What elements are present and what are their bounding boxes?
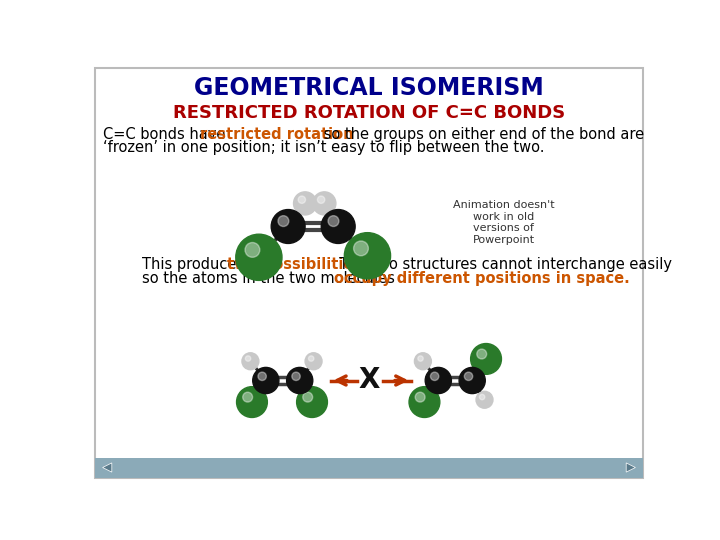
Circle shape (292, 372, 300, 381)
Polygon shape (102, 463, 112, 472)
Circle shape (464, 372, 473, 381)
Circle shape (409, 387, 440, 417)
Circle shape (415, 392, 425, 402)
Text: so the atoms in the two molecules: so the atoms in the two molecules (142, 271, 400, 286)
Circle shape (328, 215, 339, 226)
Circle shape (476, 392, 493, 408)
Circle shape (415, 353, 431, 370)
FancyBboxPatch shape (95, 68, 643, 477)
Circle shape (477, 349, 487, 359)
Circle shape (278, 215, 289, 226)
Text: restricted rotation: restricted rotation (199, 126, 354, 141)
Text: This produces: This produces (142, 258, 248, 273)
Circle shape (480, 394, 485, 400)
Polygon shape (626, 463, 636, 472)
Text: RESTRICTED ROTATION OF C=C BONDS: RESTRICTED ROTATION OF C=C BONDS (173, 104, 565, 122)
Circle shape (318, 196, 325, 204)
Bar (95, 457, 643, 477)
Circle shape (246, 356, 251, 361)
Circle shape (344, 233, 390, 279)
Text: Animation doesn't
work in old
versions of
Powerpoint: Animation doesn't work in old versions o… (453, 200, 554, 245)
Circle shape (471, 343, 501, 374)
Circle shape (258, 372, 266, 381)
Circle shape (418, 356, 423, 361)
Circle shape (305, 353, 322, 370)
Circle shape (431, 372, 438, 381)
Text: GEOMETRICAL ISOMERISM: GEOMETRICAL ISOMERISM (194, 76, 544, 100)
Circle shape (308, 356, 314, 361)
Text: so the groups on either end of the bond are: so the groups on either end of the bond … (319, 126, 644, 141)
Circle shape (297, 387, 328, 417)
Circle shape (294, 192, 317, 215)
Circle shape (243, 392, 253, 402)
Circle shape (298, 196, 305, 204)
Text: occupy different positions in space.: occupy different positions in space. (334, 271, 630, 286)
Circle shape (303, 392, 312, 402)
Circle shape (321, 210, 355, 244)
Circle shape (245, 242, 260, 257)
Circle shape (242, 353, 259, 370)
Circle shape (237, 387, 267, 417)
Circle shape (271, 210, 305, 244)
Text: C=C bonds have: C=C bonds have (104, 126, 230, 141)
Circle shape (459, 367, 485, 394)
Text: two possibilities.: two possibilities. (227, 258, 367, 273)
Text: ‘frozen’ in one position; it isn’t easy to flip between the two.: ‘frozen’ in one position; it isn’t easy … (104, 140, 545, 154)
Circle shape (287, 367, 312, 394)
Circle shape (354, 241, 369, 256)
Text: The two structures cannot interchange easily: The two structures cannot interchange ea… (330, 258, 672, 273)
Text: X: X (359, 367, 379, 395)
Circle shape (253, 367, 279, 394)
Circle shape (235, 234, 282, 280)
Circle shape (312, 192, 336, 215)
Circle shape (426, 367, 451, 394)
